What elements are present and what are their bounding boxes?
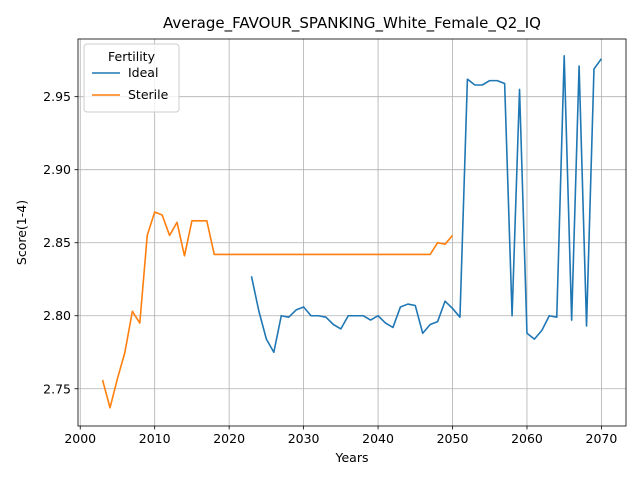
series-lines — [101, 54, 603, 409]
x-tick-label: 2000 — [64, 431, 96, 446]
legend-label-sterile: Sterile — [128, 87, 169, 102]
y-tick-label: 2.80 — [43, 308, 71, 323]
y-tick-label: 2.85 — [43, 235, 71, 250]
x-tick-label: 2040 — [362, 431, 394, 446]
series-line-ideal — [250, 54, 603, 354]
legend-entries: Ideal Sterile — [92, 65, 169, 102]
x-axis-ticks: 2000 2010 2020 2030 2040 2050 2060 2070 — [64, 426, 617, 446]
y-axis-label: Score(1-4) — [14, 200, 29, 265]
x-tick-label: 2050 — [437, 431, 469, 446]
y-tick-label: 2.90 — [43, 162, 71, 177]
legend-title: Fertility — [108, 49, 156, 64]
y-axis-ticks: 2.75 2.80 2.85 2.90 2.95 — [43, 89, 78, 396]
series-line-sterile — [101, 211, 454, 409]
chart-title: Average_FAVOUR_SPANKING_White_Female_Q2_… — [163, 14, 541, 33]
y-tick-label: 2.75 — [43, 381, 71, 396]
x-axis-label: Years — [335, 450, 369, 465]
x-tick-label: 2030 — [288, 431, 320, 446]
legend-label-ideal: Ideal — [128, 65, 158, 80]
x-tick-label: 2070 — [586, 431, 618, 446]
x-tick-label: 2060 — [511, 431, 543, 446]
legend: Fertility Ideal Sterile — [83, 43, 180, 113]
x-tick-label: 2020 — [213, 431, 245, 446]
y-tick-label: 2.95 — [43, 89, 71, 104]
x-tick-label: 2010 — [139, 431, 171, 446]
plot-frame — [77, 38, 627, 427]
